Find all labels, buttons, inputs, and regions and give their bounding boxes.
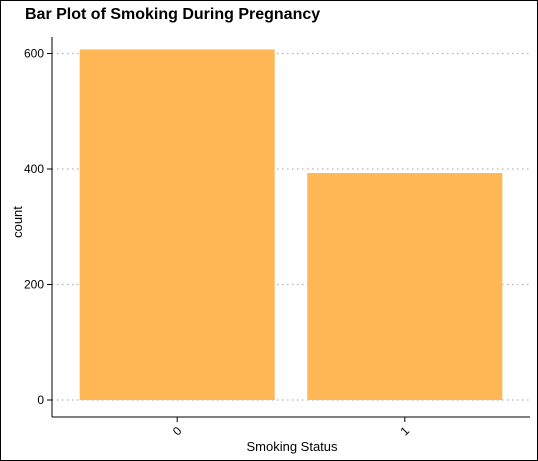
- x-tick-label-0: 0: [170, 423, 185, 438]
- x-axis-title: Smoking Status: [246, 439, 338, 454]
- y-tick-label-600: 600: [24, 47, 44, 61]
- x-tick-label-1: 1: [397, 423, 412, 438]
- y-axis-ticks: 0 200 400 600: [24, 47, 52, 407]
- y-tick-label-0: 0: [37, 393, 44, 407]
- chart-title: Bar Plot of Smoking During Pregnancy: [25, 6, 321, 23]
- bars: [79, 49, 503, 401]
- bar-0: [79, 49, 275, 401]
- y-tick-label-400: 400: [24, 162, 44, 176]
- bar-1: [307, 173, 503, 400]
- y-axis-title: count: [10, 206, 25, 238]
- y-tick-label-200: 200: [24, 278, 44, 292]
